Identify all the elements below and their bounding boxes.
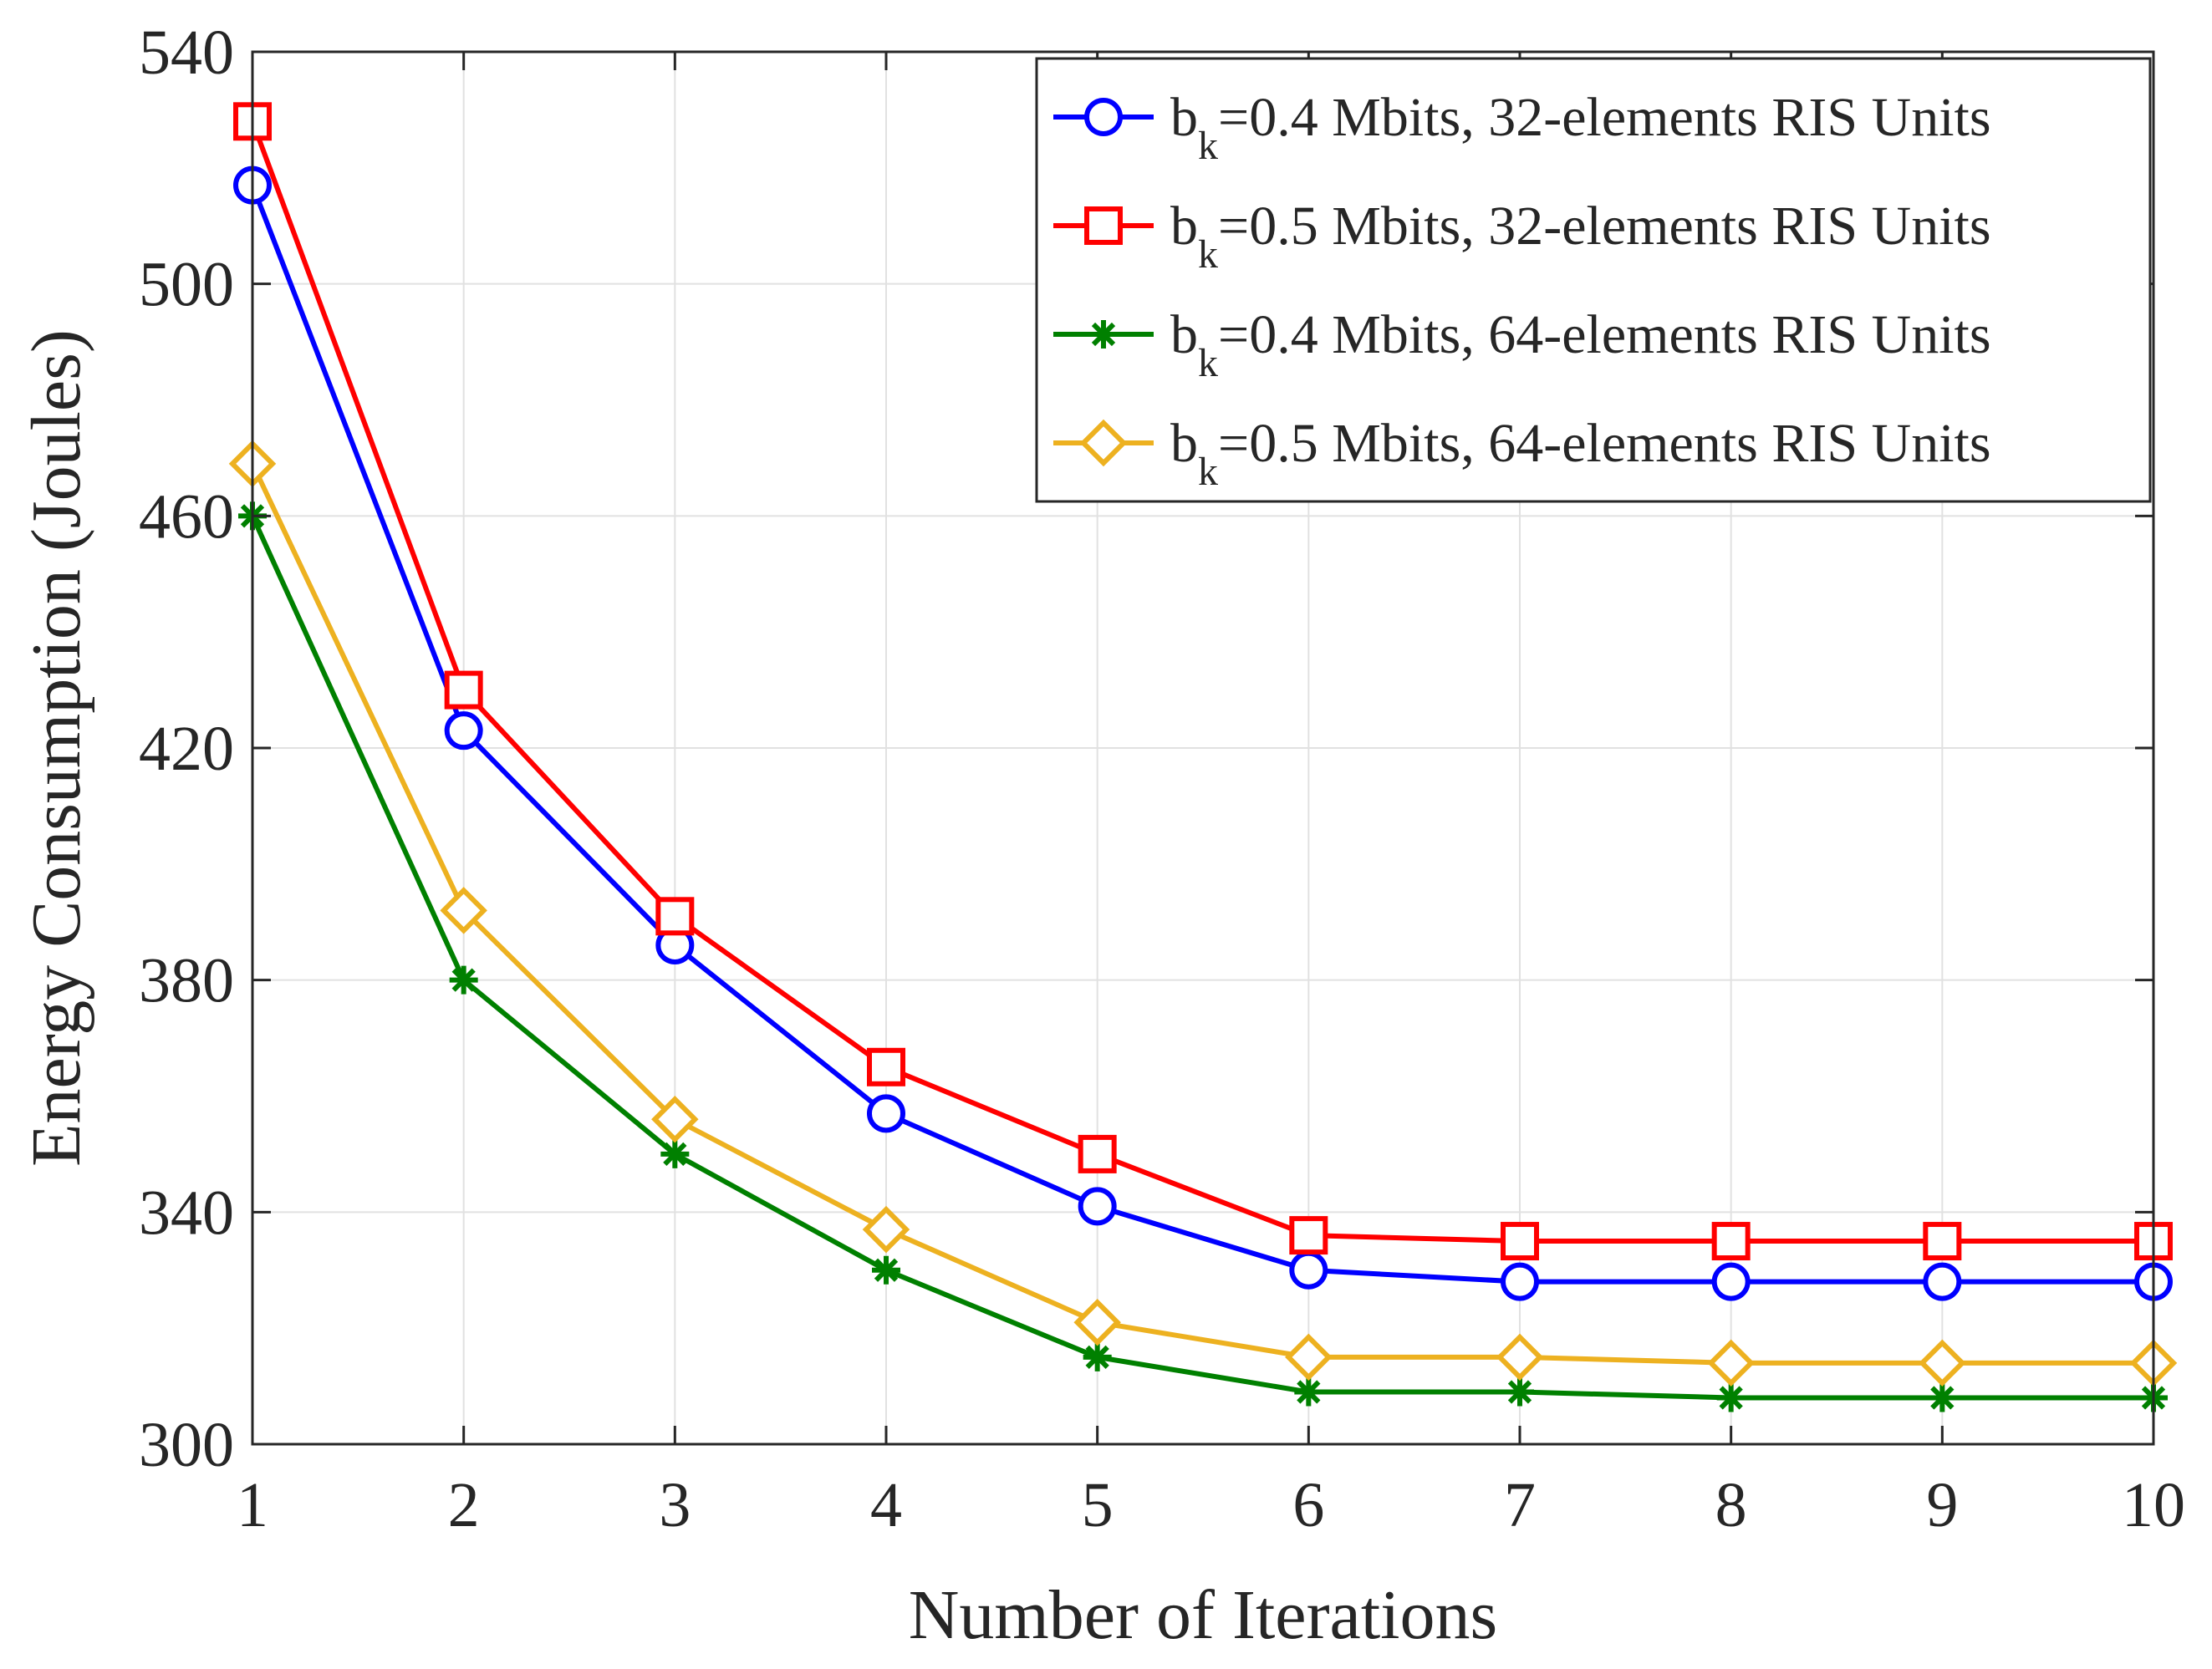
series-layer (228, 102, 2178, 1412)
legend-label-subscript: k (1198, 341, 1218, 385)
asterisk-stroke (1930, 1386, 1955, 1410)
x-tick-label: 2 (448, 1470, 480, 1540)
data-point-marker (872, 1255, 900, 1285)
series-line (250, 515, 2153, 1401)
series-line (250, 462, 2153, 1366)
y-tick-label: 380 (139, 946, 234, 1016)
asterisk-stroke (874, 1258, 899, 1282)
data-point-marker (1073, 1298, 1121, 1346)
y-tick-label: 300 (139, 1410, 234, 1480)
data-point-marker (1716, 1383, 1746, 1412)
legend-entry: bk=0.4 Mbits, 64-elements RIS Units (1053, 304, 1991, 385)
legend-label-text: =0.5 Mbits, 32-elements RIS Units (1218, 196, 1991, 257)
data-point-marker (655, 897, 695, 936)
y-tick-label: 340 (139, 1178, 234, 1248)
legend-marker (1084, 98, 1123, 136)
data-point-marker (1711, 1222, 1751, 1261)
data-point-marker (1083, 1342, 1112, 1371)
x-tick-label: 7 (1504, 1470, 1536, 1540)
series-line (250, 184, 2153, 1285)
data-point-marker (1289, 1250, 1328, 1290)
data-point-marker (1506, 1377, 1534, 1407)
legend-label: bk=0.4 Mbits, 64-elements RIS Units (1170, 304, 1991, 385)
x-tick-label: 5 (1082, 1470, 1114, 1540)
series-1 (233, 165, 2173, 1301)
series-line (250, 120, 2153, 1244)
data-point-marker (449, 965, 478, 995)
legend-label-subscript: k (1198, 450, 1218, 494)
legend-marker (1089, 320, 1118, 349)
y-tick-label: 420 (139, 714, 234, 784)
series-3 (238, 501, 2168, 1412)
data-point-marker (1711, 1262, 1751, 1301)
legend-label-text: =0.4 Mbits, 32-elements RIS Units (1218, 87, 1991, 148)
legend-label: bk=0.4 Mbits, 32-elements RIS Units (1170, 87, 1991, 168)
asterisk-stroke (1507, 1380, 1532, 1404)
data-point-marker (1923, 1262, 1962, 1301)
asterisk-stroke (663, 1142, 687, 1167)
data-point-marker (1919, 1339, 1966, 1387)
x-tick-label: 1 (237, 1470, 268, 1540)
x-tick-label: 4 (870, 1470, 902, 1540)
data-point-marker (1496, 1333, 1544, 1382)
legend-entry: bk=0.4 Mbits, 32-elements RIS Units (1053, 87, 1991, 168)
data-point-marker (1928, 1383, 1957, 1412)
legend-marker (1084, 206, 1123, 245)
data-point-marker (862, 1205, 910, 1254)
legend-label: bk=0.5 Mbits, 64-elements RIS Units (1170, 413, 1991, 494)
legend-label-text: =0.5 Mbits, 64-elements RIS Units (1218, 413, 1991, 474)
legend-marker (1079, 419, 1128, 467)
x-tick-label: 8 (1715, 1470, 1747, 1540)
legend-label: bk=0.5 Mbits, 32-elements RIS Units (1170, 196, 1991, 277)
ticks: 1 2 3 4 5 6 7 8 9 10 300 340 380 420 460 500 540 (139, 18, 2185, 1540)
asterisk-stroke (1085, 1345, 1109, 1370)
data-point-marker (1289, 1216, 1328, 1255)
data-point-marker (1078, 1134, 1117, 1173)
data-point-marker (444, 711, 483, 751)
x-axis-label: Number of Iterations (909, 1576, 1497, 1654)
data-point-marker (660, 1139, 690, 1168)
legend-label-prefix: b (1170, 196, 1198, 257)
data-point-marker (1078, 1187, 1117, 1226)
x-tick-label: 9 (1926, 1470, 1958, 1540)
legend: bk=0.4 Mbits, 32-elements RIS Unitsbk=0.… (1035, 57, 2152, 503)
legend-label-prefix: b (1170, 304, 1198, 365)
x-tick-label: 3 (659, 1470, 691, 1540)
legend-label-prefix: b (1170, 413, 1198, 474)
data-point-marker (1285, 1333, 1333, 1382)
data-point-marker (651, 1096, 699, 1143)
data-point-marker (1501, 1222, 1539, 1261)
data-point-marker (867, 1094, 905, 1133)
data-point-marker (867, 1047, 905, 1086)
legend-box (1035, 57, 2152, 503)
asterisk-stroke (1719, 1386, 1743, 1410)
y-tick-label: 540 (139, 18, 234, 88)
legend-label-text: =0.4 Mbits, 64-elements RIS Units (1218, 304, 1991, 365)
asterisk-stroke (1297, 1380, 1321, 1404)
legend-entry: bk=0.5 Mbits, 64-elements RIS Units (1053, 413, 1991, 494)
legend-entry: bk=0.5 Mbits, 32-elements RIS Units (1053, 196, 1991, 277)
legend-label-subscript: k (1198, 124, 1218, 168)
data-point-marker (1707, 1339, 1755, 1387)
y-tick-label: 460 (139, 481, 234, 552)
data-point-marker (1501, 1262, 1539, 1301)
data-point-marker (1923, 1222, 1962, 1261)
x-tick-label: 6 (1292, 1470, 1324, 1540)
legend-label-subscript: k (1198, 232, 1218, 277)
asterisk-stroke (1091, 322, 1116, 347)
data-point-marker (1294, 1377, 1323, 1407)
x-tick-label: 10 (2122, 1470, 2185, 1540)
y-tick-label: 500 (139, 250, 234, 320)
data-point-marker (444, 670, 483, 710)
legend-label-prefix: b (1170, 87, 1198, 148)
data-point-marker (440, 887, 487, 934)
y-axis-label: Energy Consumption (Joules) (18, 329, 95, 1167)
asterisk-stroke (451, 968, 476, 992)
